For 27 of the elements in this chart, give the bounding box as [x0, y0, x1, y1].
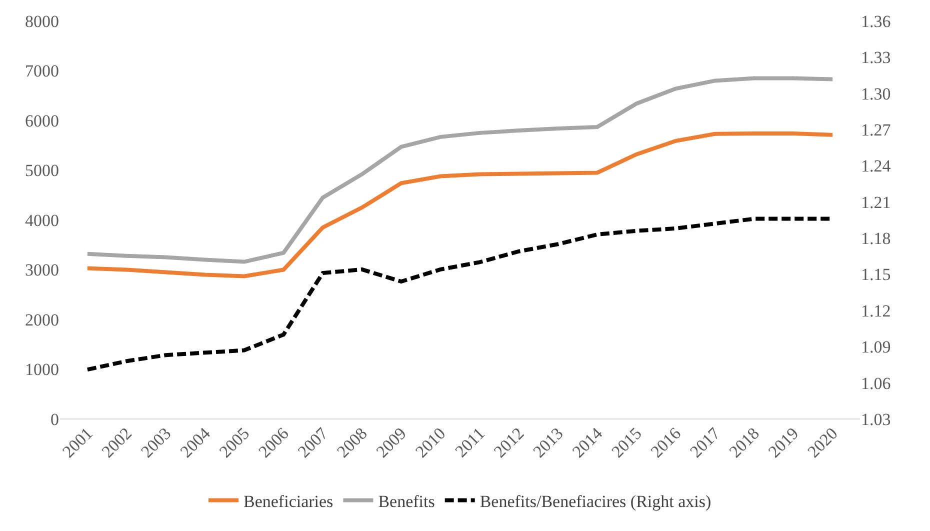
y2-tick-label: 1.12	[861, 301, 891, 320]
y-tick-label: 7000	[25, 62, 59, 81]
y2-tick-label: 1.30	[861, 84, 891, 104]
y-tick-label: 1000	[25, 360, 59, 380]
y2-tick-label: 1.36	[861, 12, 891, 31]
line-series	[85, 76, 835, 264]
line-series	[85, 131, 835, 278]
x-tick-label: 2011	[451, 424, 488, 461]
legend-label: Benefits/Benefiacires (Right axis)	[480, 492, 712, 511]
y-tick-label: 5000	[25, 161, 59, 180]
y-tick-label: 4000	[25, 210, 59, 230]
y-tick-label: 3000	[25, 260, 59, 280]
legend-label: Benefits	[378, 492, 435, 511]
y2-tick-label: 1.06	[861, 374, 891, 393]
y-tick-label: 8000	[25, 12, 59, 31]
y2-tick-label: 1.27	[861, 120, 892, 140]
y-tick-label: 0	[50, 410, 59, 429]
y2-tick-label: 1.09	[861, 338, 891, 357]
y2-tick-label: 1.21	[861, 192, 891, 212]
y2-tick-label: 1.18	[861, 229, 891, 248]
y2-tick-label: 1.15	[861, 265, 891, 284]
legend-label: Beneficiaries	[244, 492, 334, 511]
y-tick-label: 6000	[25, 111, 59, 130]
y2-tick-label: 1.24	[861, 156, 892, 176]
y2-tick-label: 1.33	[861, 48, 891, 68]
y2-tick-label: 1.03	[861, 410, 891, 429]
y-tick-label: 2000	[25, 310, 59, 330]
